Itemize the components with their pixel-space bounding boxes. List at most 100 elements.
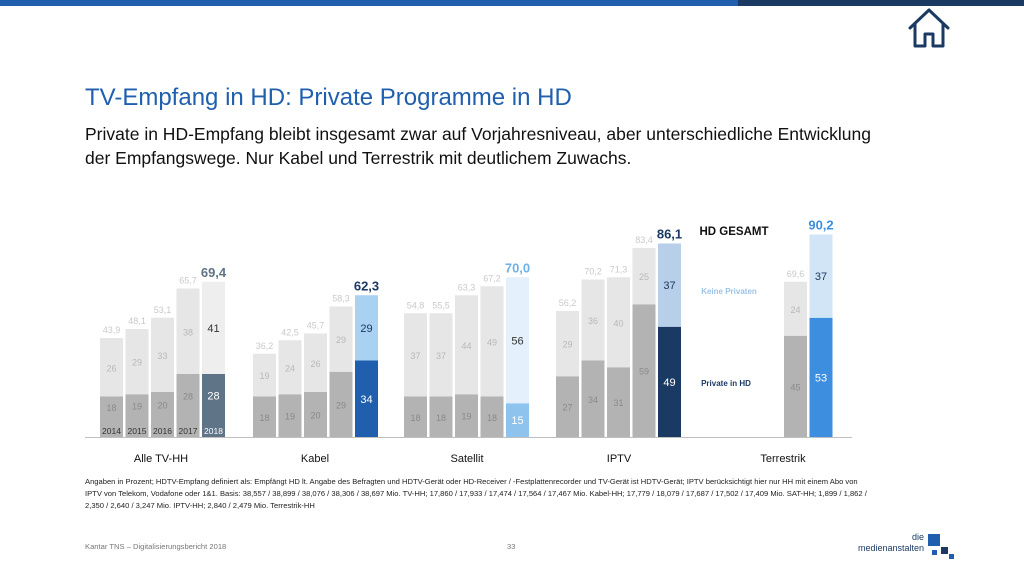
label-total-Kabel-2015: 42,5 (281, 327, 299, 337)
label-keine-IPTV-2016: 40 (613, 318, 623, 328)
bar-keine-privaten-Alle TV-HH-2014 (100, 338, 123, 397)
bar-keine-privaten-Kabel-2016 (304, 333, 327, 392)
category-label-Terrestrik: Terrestrik (760, 453, 806, 465)
bar-keine-privaten-Terrestrik-2017 (784, 281, 807, 336)
page-title: TV-Empfang in HD: Private Programme in H… (85, 84, 572, 111)
label-private-Terrestrik-2017: 45 (790, 382, 800, 392)
label-private-Satellit-2014: 18 (410, 413, 420, 423)
bar-keine-privaten-Kabel-2018 (355, 295, 378, 361)
label-keine-Satellit-2016: 44 (461, 341, 471, 351)
label-private-Satellit-2017: 18 (487, 413, 497, 423)
label-keine-Satellit-2014: 37 (410, 351, 420, 361)
legend-header: HD GESAMT (700, 226, 769, 238)
bar-private-Alle TV-HH-2016 (151, 392, 174, 437)
bar-keine-privaten-IPTV-2014 (556, 311, 579, 377)
label-keine-Alle TV-HH-2016: 33 (157, 351, 167, 361)
bar-private-Alle TV-HH-2017 (176, 374, 200, 437)
label-total-Kabel-2016: 45,7 (307, 321, 325, 331)
label-total-Terrestrik-2018: 90,2 (808, 218, 833, 233)
label-private-Kabel-2017: 29 (336, 400, 346, 410)
label-keine-IPTV-2014: 29 (562, 340, 572, 350)
bar-keine-privaten-Alle TV-HH-2018 (202, 281, 225, 374)
label-total-Satellit-2016: 63,3 (458, 282, 476, 292)
bar-private-Terrestrik-2017 (784, 335, 807, 437)
label-total-IPTV-2018: 86,1 (657, 227, 682, 242)
bar-private-IPTV-2016 (607, 367, 630, 437)
label-total-Kabel-2014: 36,2 (256, 341, 274, 351)
label-private-Alle TV-HH-2016: 20 (157, 401, 167, 411)
label-total-Satellit-2017: 67,2 (483, 273, 501, 283)
bar-private-Kabel-2018 (355, 360, 378, 437)
bar-keine-privaten-Satellit-2016 (455, 295, 478, 395)
category-label-Kabel: Kabel (301, 453, 329, 465)
label-total-Alle TV-HH-2015: 48,1 (128, 316, 146, 326)
bar-private-Alle TV-HH-2015 (125, 394, 149, 437)
label-keine-Satellit-2015: 37 (436, 351, 446, 361)
bar-keine-privaten-Kabel-2015 (278, 340, 302, 395)
bar-private-IPTV-2015 (581, 360, 605, 437)
label-private-Alle TV-HH-2015: 19 (132, 402, 142, 412)
bar-private-Kabel-2017 (329, 371, 353, 437)
bar-keine-privaten-IPTV-2017 (632, 248, 656, 305)
label-private-Alle TV-HH-2014: 18 (106, 403, 116, 413)
label-keine-Satellit-2017: 49 (487, 337, 497, 347)
bar-private-Satellit-2016 (455, 394, 478, 437)
bar-private-Satellit-2015 (429, 396, 453, 437)
page-subtitle: Private in HD-Empfang bleibt insgesamt z… (85, 124, 871, 168)
bar-private-IPTV-2014 (556, 376, 579, 437)
bar-private-Alle TV-HH-2014 (100, 396, 123, 437)
label-total-Terrestrik-2017: 69,6 (787, 269, 805, 279)
year-label-2017: 2017 (179, 426, 198, 436)
label-keine-Terrestrik-2018: 37 (815, 271, 827, 283)
logo-square-3 (932, 550, 937, 555)
year-label-2016: 2016 (153, 426, 172, 436)
bar-keine-privaten-Alle TV-HH-2017 (176, 288, 200, 374)
label-keine-Alle TV-HH-2018: 41 (207, 323, 219, 335)
year-label-2018: 2018 (204, 426, 223, 436)
label-private-IPTV-2014: 27 (562, 403, 572, 413)
label-keine-Kabel-2015: 24 (285, 363, 295, 373)
label-keine-Terrestrik-2017: 24 (790, 305, 800, 315)
label-total-Alle TV-HH-2017: 65,7 (179, 276, 197, 286)
bar-keine-privaten-Alle TV-HH-2016 (151, 317, 174, 392)
label-private-Terrestrik-2018: 53 (815, 372, 827, 384)
medienanstalten-logo[interactable]: die medienanstalten (840, 532, 960, 566)
label-private-Satellit-2015: 18 (436, 413, 446, 423)
label-total-IPTV-2015: 70,2 (584, 267, 602, 277)
bar-private-Satellit-2017 (480, 396, 504, 437)
label-keine-IPTV-2017: 25 (639, 272, 649, 282)
label-keine-IPTV-2015: 36 (588, 316, 598, 326)
bar-private-Kabel-2015 (278, 394, 302, 437)
label-keine-Alle TV-HH-2015: 29 (132, 358, 142, 368)
logo-text-line2: medienanstalten (857, 543, 924, 553)
label-total-Satellit-2014: 54,8 (407, 300, 425, 310)
label-total-IPTV-2017: 83,4 (635, 235, 653, 245)
label-private-Kabel-2015: 19 (285, 412, 295, 422)
label-total-IPTV-2016: 71,3 (610, 264, 628, 274)
bar-keine-privaten-IPTV-2015 (581, 279, 605, 361)
label-keine-Alle TV-HH-2017: 38 (183, 327, 193, 337)
label-total-Satellit-2015: 55,5 (432, 300, 450, 310)
label-keine-Alle TV-HH-2014: 26 (106, 363, 116, 373)
legend-keine-privaten: Keine Privaten (701, 287, 757, 296)
label-keine-IPTV-2018: 37 (663, 280, 675, 292)
label-total-Alle TV-HH-2016: 53,1 (154, 305, 172, 315)
label-private-Kabel-2016: 20 (310, 411, 320, 421)
bar-private-Satellit-2014 (404, 396, 427, 437)
label-private-Satellit-2016: 19 (461, 412, 471, 422)
logo-square-1 (928, 534, 940, 546)
label-private-IPTV-2016: 31 (613, 398, 623, 408)
bar-keine-privaten-Kabel-2017 (329, 306, 353, 372)
label-keine-Satellit-2018: 56 (511, 335, 523, 347)
bar-private-Kabel-2016 (304, 392, 327, 437)
bar-keine-privaten-Terrestrik-2018 (809, 234, 833, 318)
label-keine-Kabel-2016: 26 (310, 359, 320, 369)
bar-private-Satellit-2018 (506, 403, 529, 437)
home-icon[interactable] (906, 6, 952, 50)
bar-keine-privaten-Satellit-2018 (506, 277, 529, 404)
logo-square-2 (941, 547, 948, 554)
label-keine-Kabel-2017: 29 (336, 335, 346, 345)
top-accent-bar-dark (738, 0, 1024, 6)
bar-keine-privaten-Kabel-2014 (253, 353, 276, 397)
